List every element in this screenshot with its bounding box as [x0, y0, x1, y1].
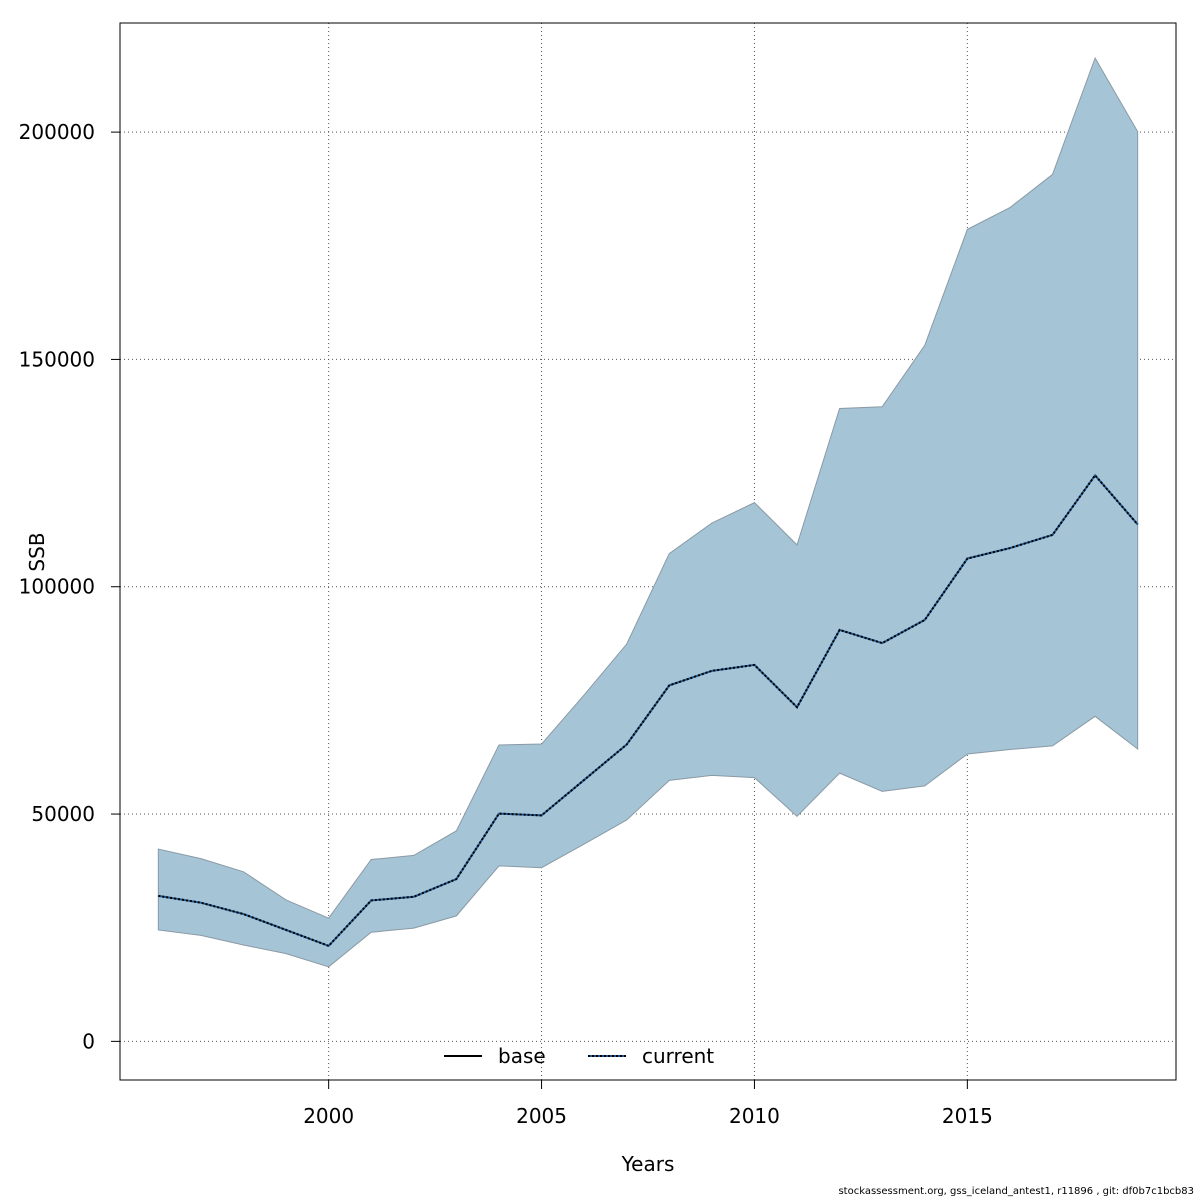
grid-lines	[120, 23, 1176, 1080]
y-axis: 0 50000 100000 150000 200000	[19, 120, 120, 1053]
x-tick-label-2010: 2010	[729, 1104, 780, 1128]
confidence-band	[157, 56, 1139, 968]
x-axis: 2000 2005 2010 2015	[303, 1080, 993, 1128]
footnote: stockassessment.org, gss_iceland_antest1…	[838, 1186, 1194, 1197]
x-tick-label-2000: 2000	[303, 1104, 354, 1128]
confidence-band-current	[157, 56, 1139, 968]
series-lines	[158, 473, 1139, 948]
x-tick-label-2005: 2005	[516, 1104, 567, 1128]
y-tick-label-150000: 150000	[19, 347, 95, 371]
y-axis-label: SSB	[25, 532, 49, 571]
y-tick-label-0: 0	[82, 1029, 95, 1053]
plot-frame	[119, 22, 1177, 1081]
legend: base current	[444, 1044, 714, 1068]
y-tick-label-50000: 50000	[31, 802, 95, 826]
x-axis-label: Years	[621, 1152, 675, 1176]
y-tick-label-200000: 200000	[19, 120, 95, 144]
legend-current-label: current	[642, 1044, 714, 1068]
x-tick-label-2015: 2015	[942, 1104, 993, 1128]
series-line-current	[158, 473, 1139, 948]
legend-base-label: base	[498, 1044, 546, 1068]
y-tick-label-100000: 100000	[19, 575, 95, 599]
